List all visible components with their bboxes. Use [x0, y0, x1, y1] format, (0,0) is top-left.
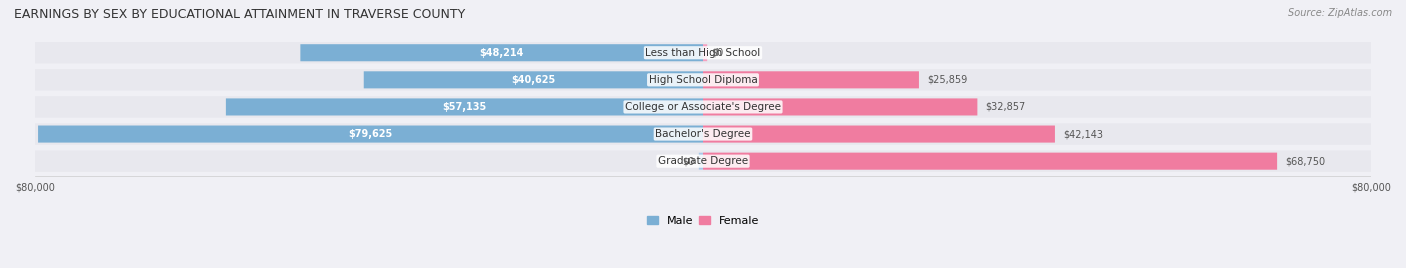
FancyBboxPatch shape: [226, 98, 703, 116]
FancyBboxPatch shape: [35, 96, 1371, 118]
Text: $40,625: $40,625: [512, 75, 555, 85]
FancyBboxPatch shape: [35, 150, 1371, 172]
Text: Graduate Degree: Graduate Degree: [658, 156, 748, 166]
Text: EARNINGS BY SEX BY EDUCATIONAL ATTAINMENT IN TRAVERSE COUNTY: EARNINGS BY SEX BY EDUCATIONAL ATTAINMEN…: [14, 8, 465, 21]
Text: $79,625: $79,625: [349, 129, 392, 139]
Text: $48,214: $48,214: [479, 48, 524, 58]
FancyBboxPatch shape: [301, 44, 703, 61]
Text: $68,750: $68,750: [1285, 156, 1326, 166]
Text: College or Associate's Degree: College or Associate's Degree: [626, 102, 780, 112]
FancyBboxPatch shape: [364, 71, 703, 88]
FancyBboxPatch shape: [35, 123, 1371, 145]
Text: Less than High School: Less than High School: [645, 48, 761, 58]
FancyBboxPatch shape: [35, 42, 1371, 64]
Text: Bachelor's Degree: Bachelor's Degree: [655, 129, 751, 139]
Text: $32,857: $32,857: [986, 102, 1026, 112]
Text: $0: $0: [682, 156, 695, 166]
FancyBboxPatch shape: [703, 44, 707, 61]
Text: $0: $0: [711, 48, 724, 58]
FancyBboxPatch shape: [703, 152, 1277, 170]
Text: Source: ZipAtlas.com: Source: ZipAtlas.com: [1288, 8, 1392, 18]
FancyBboxPatch shape: [38, 125, 703, 143]
FancyBboxPatch shape: [703, 98, 977, 116]
Text: $25,859: $25,859: [928, 75, 967, 85]
Text: $57,135: $57,135: [443, 102, 486, 112]
FancyBboxPatch shape: [703, 125, 1054, 143]
FancyBboxPatch shape: [703, 71, 920, 88]
Legend: Male, Female: Male, Female: [643, 211, 763, 230]
Text: High School Diploma: High School Diploma: [648, 75, 758, 85]
FancyBboxPatch shape: [35, 69, 1371, 91]
FancyBboxPatch shape: [699, 153, 703, 170]
Text: $42,143: $42,143: [1063, 129, 1104, 139]
